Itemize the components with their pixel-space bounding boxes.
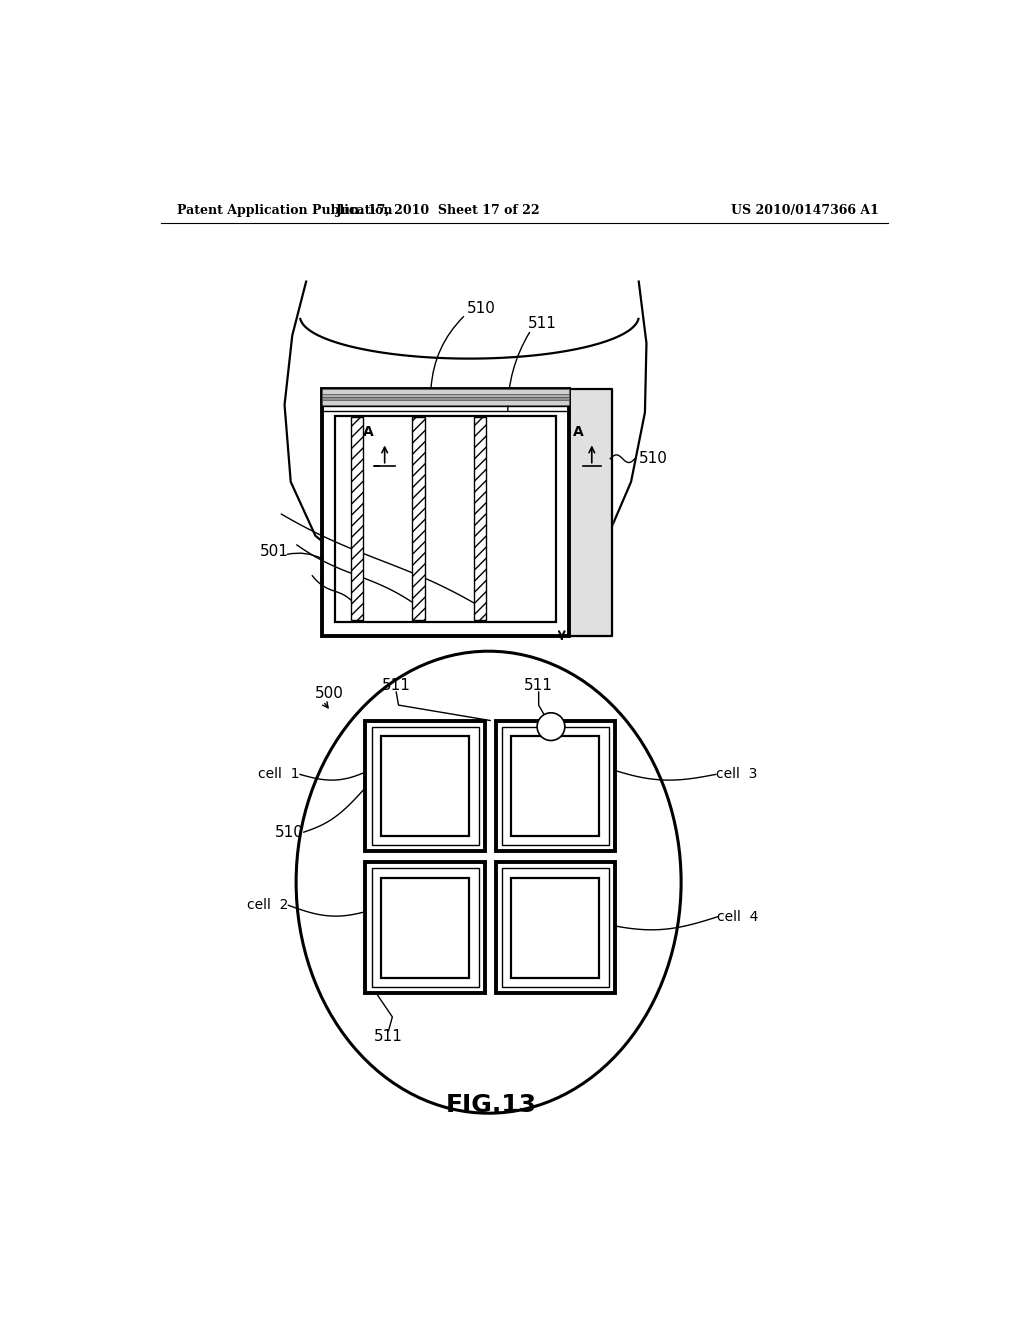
- Text: Jun. 17, 2010  Sheet 17 of 22: Jun. 17, 2010 Sheet 17 of 22: [336, 205, 541, 218]
- Bar: [322, 400, 569, 405]
- Bar: [366, 862, 484, 993]
- Bar: [351, 417, 364, 620]
- Bar: [322, 397, 569, 400]
- Bar: [322, 395, 569, 397]
- Bar: [474, 417, 486, 620]
- Text: A: A: [573, 425, 584, 440]
- Circle shape: [538, 713, 565, 741]
- Bar: [511, 878, 599, 978]
- Text: 511: 511: [374, 1028, 403, 1044]
- Bar: [372, 726, 478, 845]
- Text: 511: 511: [524, 678, 553, 693]
- Bar: [381, 737, 469, 836]
- Bar: [366, 721, 484, 851]
- Bar: [381, 878, 469, 978]
- Text: Patent Application Publication: Patent Application Publication: [177, 205, 392, 218]
- Bar: [413, 417, 425, 620]
- Text: 511: 511: [528, 317, 557, 331]
- Ellipse shape: [296, 651, 681, 1113]
- Bar: [502, 726, 608, 845]
- Bar: [511, 737, 599, 836]
- Text: 511: 511: [382, 678, 411, 693]
- Text: A: A: [364, 425, 374, 440]
- Text: FIG.13: FIG.13: [445, 1093, 537, 1118]
- Text: 510: 510: [467, 301, 496, 315]
- Text: 500: 500: [315, 686, 344, 701]
- Text: cell  1: cell 1: [258, 767, 300, 781]
- Text: US 2010/0147366 A1: US 2010/0147366 A1: [731, 205, 879, 218]
- Text: cell  3: cell 3: [716, 767, 757, 781]
- Polygon shape: [569, 389, 611, 636]
- Bar: [372, 869, 478, 987]
- Text: 510: 510: [274, 825, 304, 840]
- Text: cell  4: cell 4: [717, 909, 759, 924]
- Bar: [322, 389, 569, 395]
- Text: 510: 510: [639, 451, 668, 466]
- Text: 501: 501: [260, 544, 289, 558]
- Bar: [502, 869, 608, 987]
- Bar: [496, 862, 614, 993]
- Bar: [336, 416, 556, 622]
- Text: cell  2: cell 2: [247, 899, 289, 912]
- Bar: [322, 389, 569, 636]
- Bar: [496, 721, 614, 851]
